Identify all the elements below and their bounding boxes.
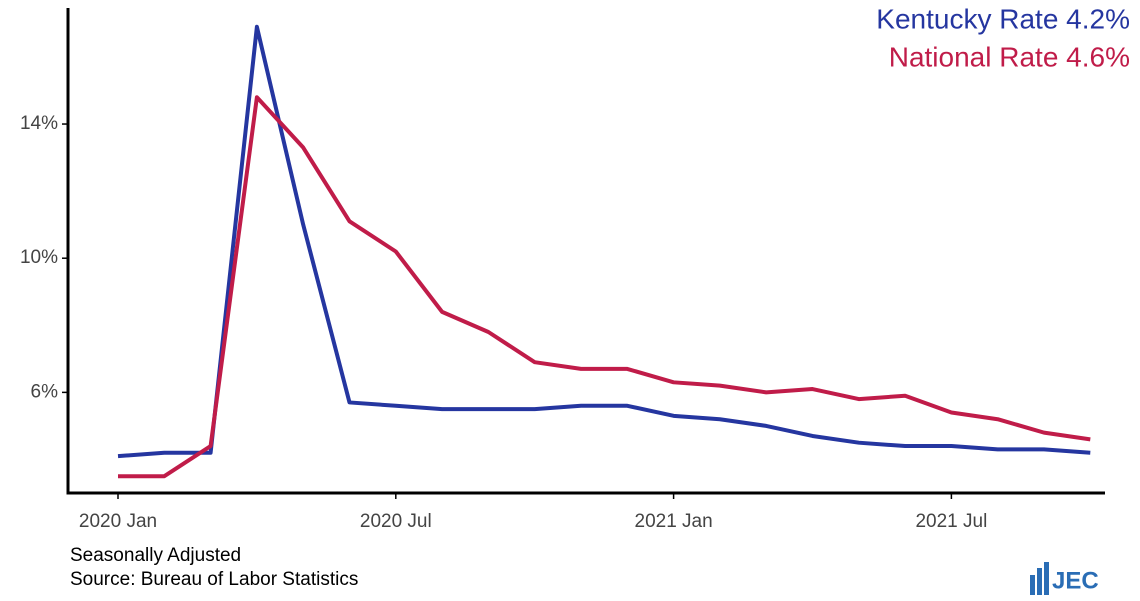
y-tick-label: 14% [20,113,58,134]
logo: JEC [1030,562,1099,595]
logo-icon [1037,568,1042,595]
x-tick-label: 2021 Jul [915,511,987,532]
note: Seasonally Adjusted [70,545,241,566]
legend-entry: National Rate 4.6% [889,41,1130,72]
logo-icon [1030,575,1035,595]
logo-text: JEC [1052,567,1099,594]
legend-entry: Kentucky Rate 4.2% [876,3,1130,34]
line-series [117,24,1091,459]
y-tick-label: 10% [20,247,58,268]
x-tick-label: 2021 Jan [635,511,713,532]
note: Source: Bureau of Labor Statistics [70,569,358,590]
line-series [118,95,1091,479]
x-tick-label: 2020 Jan [79,511,157,532]
y-tick-label: 6% [31,381,59,402]
logo-icon [1044,562,1049,595]
x-tick-label: 2020 Jul [360,511,432,532]
